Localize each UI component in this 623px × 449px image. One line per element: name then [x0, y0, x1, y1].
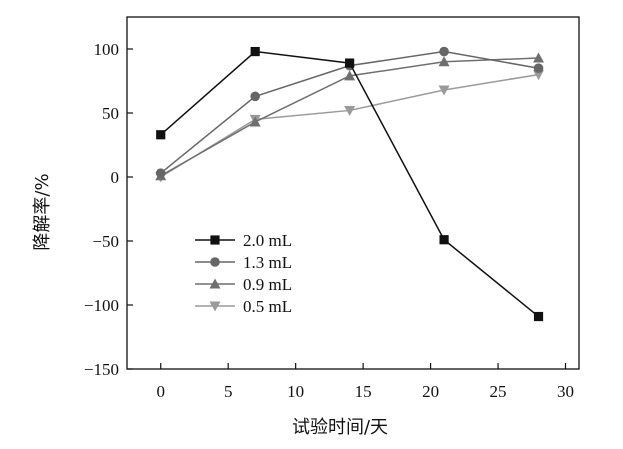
legend-label: 1.3 mL — [243, 253, 292, 272]
x-tick-label: 30 — [557, 382, 574, 401]
y-tick-label: 0 — [111, 168, 120, 187]
data-point — [439, 235, 449, 245]
data-point — [249, 116, 261, 127]
legend-label: 0.5 mL — [243, 297, 292, 316]
legend-item: 0.5 mL — [195, 297, 292, 316]
data-point — [439, 46, 449, 57]
y-tick-label: −100 — [84, 296, 119, 315]
legend: 2.0 mL 1.3 mL 0.9 mL 0.5 mL — [195, 231, 292, 316]
data-point — [533, 311, 544, 322]
legend-label: 2.0 mL — [243, 231, 292, 250]
legend-item: 2.0 mL — [195, 231, 292, 250]
legend-marker — [210, 235, 220, 245]
x-axis-title: 试验时间/天 — [292, 417, 388, 438]
data-point — [345, 58, 355, 68]
series-2 — [155, 52, 545, 181]
data-point — [155, 168, 166, 178]
data-point — [344, 105, 356, 116]
data-point — [344, 70, 356, 81]
data-point — [533, 70, 545, 81]
y-axis-title: 降解率/% — [32, 173, 53, 250]
series-line — [160, 73, 539, 178]
x-tick-label: 0 — [156, 382, 165, 401]
x-axis: 0 5 10 15 20 25 30 — [156, 363, 574, 401]
y-tick-label: 100 — [94, 40, 120, 59]
series-0 — [156, 46, 544, 322]
legend-marker — [209, 301, 221, 312]
legend-marker — [209, 278, 221, 289]
data-point — [438, 85, 450, 96]
y-axis: −150 −100 −50 0 50 100 — [84, 40, 133, 379]
data-point — [250, 91, 260, 102]
data-point — [156, 130, 166, 140]
legend-marker — [210, 257, 220, 267]
plot-frame — [126, 16, 580, 370]
data-point — [533, 63, 544, 73]
y-tick-label: −150 — [84, 360, 119, 379]
data-point — [438, 56, 450, 67]
x-tick-label: 25 — [490, 382, 507, 401]
y-tick-label: −50 — [92, 232, 119, 251]
x-tick-label: 10 — [287, 382, 304, 401]
data-point — [533, 52, 545, 63]
legend-label: 0.9 mL — [243, 275, 292, 294]
data-point — [250, 46, 260, 57]
x-tick-label: 20 — [422, 382, 439, 401]
x-tick-label: 15 — [355, 382, 372, 401]
series-3 — [155, 70, 545, 183]
legend-item: 0.9 mL — [195, 275, 292, 294]
legend-item: 1.3 mL — [195, 253, 292, 272]
series-line — [160, 50, 539, 318]
series-layer — [155, 46, 545, 322]
y-tick-label: 50 — [102, 104, 119, 123]
x-tick-label: 5 — [224, 382, 233, 401]
